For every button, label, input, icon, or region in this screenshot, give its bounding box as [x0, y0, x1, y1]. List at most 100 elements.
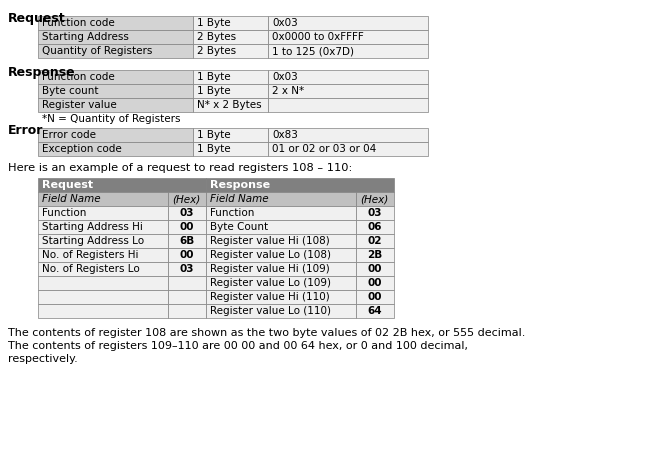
Text: respectively.: respectively. — [8, 354, 77, 364]
Text: 1 Byte: 1 Byte — [197, 72, 230, 82]
Bar — [38, 290, 168, 304]
Bar — [168, 304, 206, 318]
Bar — [193, 84, 268, 98]
Bar — [268, 44, 428, 58]
Text: Function: Function — [42, 208, 87, 218]
Text: Register value Lo (109): Register value Lo (109) — [210, 278, 331, 288]
Bar — [193, 142, 268, 156]
Bar — [206, 248, 356, 262]
Bar — [38, 192, 168, 206]
Bar — [268, 16, 428, 30]
Text: Response: Response — [8, 66, 76, 79]
Text: The contents of registers 109–110 are 00 00 and 00 64 hex, or 0 and 100 decimal,: The contents of registers 109–110 are 00… — [8, 341, 468, 351]
Text: *N = Quantity of Registers: *N = Quantity of Registers — [42, 114, 180, 124]
Text: Starting Address Lo: Starting Address Lo — [42, 236, 144, 246]
Bar — [193, 16, 268, 30]
Text: 03: 03 — [180, 264, 194, 274]
Text: Register value Hi (108): Register value Hi (108) — [210, 236, 330, 246]
Text: Field Name: Field Name — [42, 194, 101, 204]
Text: 0x03: 0x03 — [272, 18, 298, 28]
Bar — [268, 70, 428, 84]
Bar — [168, 248, 206, 262]
Text: 1 Byte: 1 Byte — [197, 86, 230, 96]
Bar — [356, 248, 394, 262]
Bar — [193, 98, 268, 112]
Bar — [38, 128, 193, 142]
Bar — [38, 206, 168, 220]
Bar — [206, 304, 356, 318]
Text: 64: 64 — [368, 306, 382, 316]
Bar — [268, 128, 428, 142]
Bar — [193, 128, 268, 142]
Text: Register value Hi (110): Register value Hi (110) — [210, 292, 330, 302]
Bar — [38, 98, 193, 112]
Bar — [206, 234, 356, 248]
Text: 0x83: 0x83 — [272, 130, 298, 140]
Bar — [356, 192, 394, 206]
Bar — [38, 262, 168, 276]
Bar — [168, 206, 206, 220]
Text: Request: Request — [42, 180, 93, 190]
Bar — [38, 70, 193, 84]
Bar — [206, 206, 356, 220]
Text: The contents of register 108 are shown as the two byte values of 02 2B hex, or 5: The contents of register 108 are shown a… — [8, 328, 525, 338]
Text: (Hex): (Hex) — [172, 194, 201, 204]
Text: 1 to 125 (0x7D): 1 to 125 (0x7D) — [272, 46, 354, 56]
Text: Starting Address: Starting Address — [42, 32, 129, 42]
Text: Exception code: Exception code — [42, 144, 122, 154]
Bar — [168, 192, 206, 206]
Text: (Hex): (Hex) — [360, 194, 388, 204]
Bar — [38, 142, 193, 156]
Text: N* x 2 Bytes: N* x 2 Bytes — [197, 100, 262, 110]
Text: 6B: 6B — [180, 236, 195, 246]
Bar — [206, 220, 356, 234]
Bar — [206, 178, 394, 192]
Text: Register value Lo (110): Register value Lo (110) — [210, 306, 331, 316]
Text: 00: 00 — [368, 292, 382, 302]
Text: 2 Bytes: 2 Bytes — [197, 32, 236, 42]
Bar — [38, 16, 193, 30]
Text: Request: Request — [8, 12, 66, 25]
Text: Function code: Function code — [42, 72, 115, 82]
Bar — [38, 30, 193, 44]
Bar — [168, 276, 206, 290]
Bar — [38, 276, 168, 290]
Bar — [38, 248, 168, 262]
Text: Function: Function — [210, 208, 255, 218]
Bar — [356, 276, 394, 290]
Bar — [206, 290, 356, 304]
Text: No. of Registers Hi: No. of Registers Hi — [42, 250, 139, 260]
Text: Error code: Error code — [42, 130, 96, 140]
Bar — [193, 44, 268, 58]
Bar — [268, 84, 428, 98]
Text: 1 Byte: 1 Byte — [197, 144, 230, 154]
Text: Field Name: Field Name — [210, 194, 269, 204]
Bar — [168, 220, 206, 234]
Text: Error: Error — [8, 124, 44, 137]
Text: 2B: 2B — [367, 250, 383, 260]
Bar — [356, 290, 394, 304]
Bar — [268, 98, 428, 112]
Bar — [168, 262, 206, 276]
Text: Response: Response — [210, 180, 270, 190]
Text: No. of Registers Lo: No. of Registers Lo — [42, 264, 140, 274]
Text: 1 Byte: 1 Byte — [197, 18, 230, 28]
Text: Register value Hi (109): Register value Hi (109) — [210, 264, 330, 274]
Text: 03: 03 — [368, 208, 382, 218]
Text: 01 or 02 or 03 or 04: 01 or 02 or 03 or 04 — [272, 144, 376, 154]
Text: Starting Address Hi: Starting Address Hi — [42, 222, 143, 232]
Text: 00: 00 — [368, 278, 382, 288]
Bar — [356, 206, 394, 220]
Text: 2 Bytes: 2 Bytes — [197, 46, 236, 56]
Bar — [268, 142, 428, 156]
Bar — [38, 44, 193, 58]
Bar — [38, 220, 168, 234]
Bar — [38, 178, 206, 192]
Text: Quantity of Registers: Quantity of Registers — [42, 46, 152, 56]
Text: Register value: Register value — [42, 100, 117, 110]
Text: 2 x N*: 2 x N* — [272, 86, 304, 96]
Text: Function code: Function code — [42, 18, 115, 28]
Bar — [193, 70, 268, 84]
Text: 02: 02 — [368, 236, 382, 246]
Bar — [38, 234, 168, 248]
